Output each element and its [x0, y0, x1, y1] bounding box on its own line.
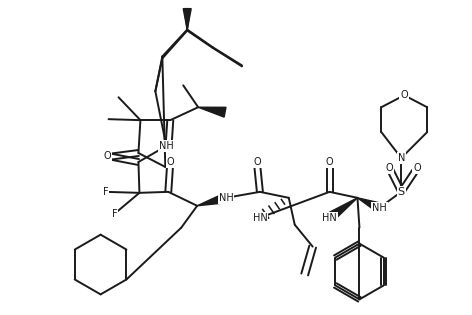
Text: O: O	[413, 163, 421, 173]
Text: NH: NH	[372, 203, 387, 213]
Text: O: O	[104, 151, 111, 161]
Text: NH: NH	[159, 141, 174, 151]
Polygon shape	[327, 198, 357, 222]
Text: F: F	[103, 187, 109, 197]
Polygon shape	[197, 193, 228, 206]
Text: HN: HN	[322, 213, 337, 223]
Text: O: O	[400, 90, 408, 100]
Polygon shape	[357, 198, 381, 212]
Text: O: O	[326, 157, 333, 167]
Polygon shape	[183, 9, 191, 30]
Text: HN: HN	[253, 213, 267, 223]
Text: S: S	[398, 187, 405, 197]
Text: O: O	[167, 157, 174, 167]
Text: O: O	[386, 163, 393, 173]
Polygon shape	[198, 107, 226, 117]
Text: NH: NH	[219, 193, 234, 203]
Polygon shape	[184, 9, 190, 31]
Text: N: N	[397, 153, 405, 163]
Text: O: O	[253, 157, 261, 167]
Text: F: F	[112, 209, 118, 219]
